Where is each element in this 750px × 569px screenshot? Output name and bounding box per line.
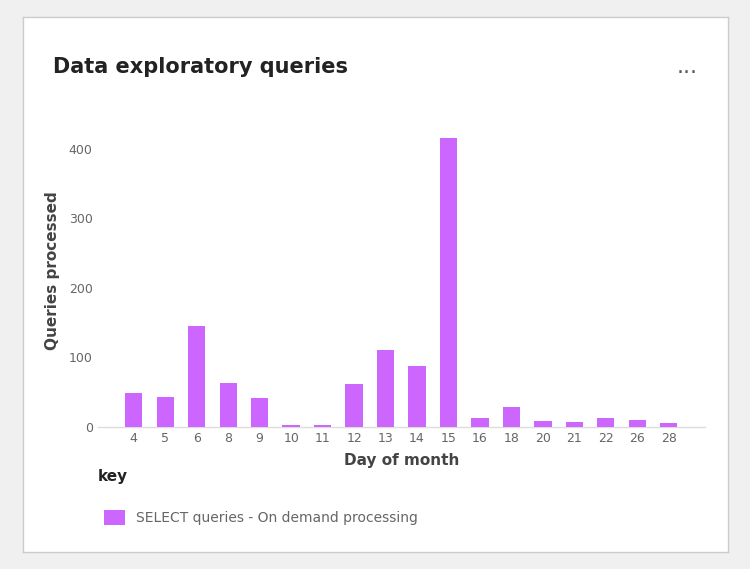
Bar [346,384,363,427]
X-axis label: Day of month: Day of month [344,453,459,468]
Text: key: key [98,469,128,484]
Bar [251,398,268,427]
Bar [125,393,142,427]
Text: ...: ... [676,57,698,77]
Bar [503,407,520,427]
Bar [597,418,614,427]
Bar [628,420,646,427]
Bar [157,397,174,427]
Bar [566,422,583,427]
Bar [534,421,551,427]
Bar [220,383,237,427]
Bar [660,423,677,427]
Bar [408,365,426,427]
Bar [188,326,206,427]
Text: Data exploratory queries: Data exploratory queries [53,57,347,77]
Legend: SELECT queries - On demand processing: SELECT queries - On demand processing [104,510,419,525]
Bar [376,351,394,427]
Bar [283,426,300,427]
Y-axis label: Queries processed: Queries processed [46,191,61,349]
Bar [471,418,488,427]
Bar [314,426,332,427]
Bar [440,138,457,427]
